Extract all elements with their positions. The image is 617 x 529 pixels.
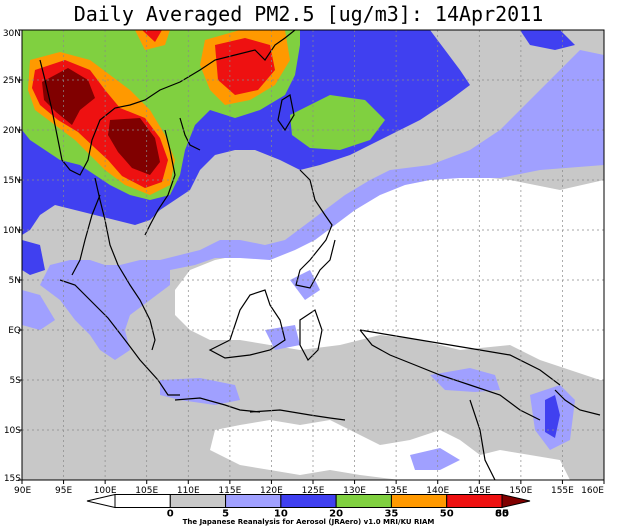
colorbar-swatch [390, 494, 448, 508]
lat-tick-label: 30N [3, 29, 21, 39]
colorbar-max-arrow [501, 493, 531, 509]
lon-tick-label: 150E [509, 486, 532, 496]
colorbar-label: 35 [384, 509, 398, 520]
colorbar-label: 20 [329, 509, 343, 520]
coastlines [39, 30, 601, 480]
pm25-field [22, 30, 604, 480]
lon-tick-label: 125E [302, 486, 325, 496]
colorbar-swatch [169, 494, 227, 508]
lon-tick-label: 90E [14, 486, 31, 496]
colorbar-swatch [335, 494, 392, 508]
lat-tick-label: 20N [3, 126, 21, 136]
lon-tick-label: 160E [581, 486, 604, 496]
colorbar-label: 50 [440, 509, 454, 520]
colorbar-swatch [225, 494, 282, 508]
longitude-axis: 90E 95E 100E 105E 110E 115E 120E 125E 130E 135E 14… [14, 480, 605, 496]
lon-tick-label: 130E [343, 486, 366, 496]
lon-tick-label: 145E [468, 486, 491, 496]
lat-tick-label: 10S [4, 426, 21, 436]
lon-tick-label: 135E [385, 486, 408, 496]
colorbar-swatch [446, 494, 503, 508]
pm25-band-80-plus [42, 68, 95, 125]
lon-tick-label: 105E [135, 486, 158, 496]
lon-tick-label: 110E [177, 486, 200, 496]
colorbar-label: 80 [495, 509, 509, 520]
lon-tick-label: 100E [94, 486, 117, 496]
lon-tick-label: 115E [218, 486, 241, 496]
map-title: Daily Averaged PM2.5 [ug/m3]: 14Apr2011 [73, 2, 544, 26]
lat-tick-label: 15S [4, 474, 21, 484]
lon-tick-label: 95E [55, 486, 72, 496]
lat-tick-label: 25N [3, 76, 21, 86]
colorbar-swatch [114, 494, 171, 508]
colorbar-label: 10 [274, 509, 288, 520]
colorbar-min-arrow [86, 493, 116, 509]
colorbar-label: 0 [167, 509, 174, 520]
lat-tick-label: 5N [9, 276, 21, 286]
graticule [22, 30, 604, 480]
lat-tick-label: 15N [3, 176, 21, 186]
colorbar-label: 65 [495, 509, 509, 520]
lat-tick-label: EQ [8, 326, 21, 336]
latitude-axis: 30N 25N 20N 15N 10N 5N EQ 5S 10S 15S [3, 29, 22, 484]
pm25-band-10-20 [22, 30, 604, 360]
colorbar-swatch [280, 494, 337, 508]
data-credit: The Japanese Reanalysis for Aerosol (JRA… [182, 518, 435, 526]
lon-tick-label: 120E [260, 486, 283, 496]
lon-tick-label: 155E [551, 486, 574, 496]
colorbar-label: 5 [222, 509, 229, 520]
lat-tick-label: 5S [10, 376, 22, 386]
lon-tick-label: 140E [426, 486, 449, 496]
lat-tick-label: 10N [3, 226, 21, 236]
